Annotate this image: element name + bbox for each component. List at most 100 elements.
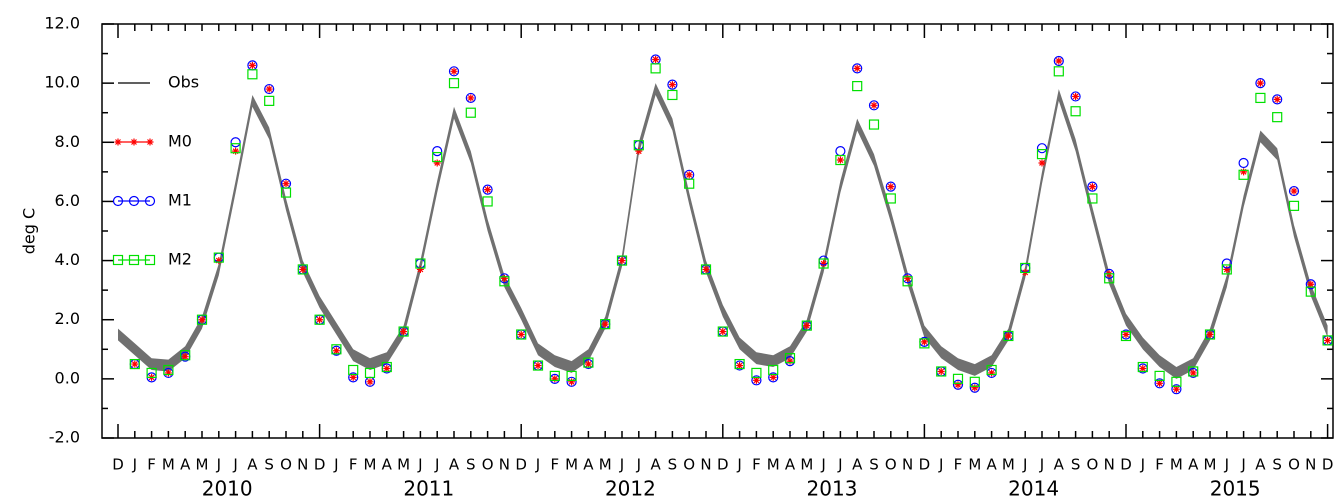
point xyxy=(433,159,441,167)
point xyxy=(232,147,240,155)
y-tick-label: 10.0 xyxy=(44,73,80,92)
point xyxy=(1272,94,1283,105)
point xyxy=(971,384,979,392)
point xyxy=(803,322,811,330)
point xyxy=(1223,265,1231,273)
point xyxy=(618,257,626,265)
x-tick-label: J xyxy=(1039,456,1044,474)
point xyxy=(1307,280,1315,288)
point xyxy=(264,83,275,95)
point xyxy=(667,79,678,90)
x-tick-label: O xyxy=(683,456,695,474)
x-tick-label: A xyxy=(449,456,460,474)
point xyxy=(885,181,896,192)
point xyxy=(801,320,812,331)
x-tick-label: J xyxy=(333,456,338,474)
point xyxy=(1020,262,1031,274)
x-tick-label: D xyxy=(1120,456,1132,474)
x-tick-label: M xyxy=(364,456,377,474)
point xyxy=(887,183,895,191)
point xyxy=(163,364,174,376)
legend-marker xyxy=(146,138,154,146)
legend-marker xyxy=(144,254,156,266)
year-label: 2014 xyxy=(1008,477,1059,501)
x-tick-label: J xyxy=(535,456,540,474)
point xyxy=(616,255,628,266)
point xyxy=(786,357,794,365)
point xyxy=(1072,92,1080,100)
point xyxy=(1137,361,1148,373)
point xyxy=(432,151,443,163)
point xyxy=(685,171,693,179)
point xyxy=(852,80,863,92)
point xyxy=(919,338,930,349)
point xyxy=(752,376,760,384)
point xyxy=(852,63,863,74)
point xyxy=(1087,181,1098,192)
point xyxy=(1070,91,1081,102)
point xyxy=(700,264,712,275)
point xyxy=(1324,336,1332,344)
point xyxy=(1206,331,1214,338)
point xyxy=(482,184,493,195)
legend-marker xyxy=(130,138,138,146)
point xyxy=(1055,57,1063,65)
point xyxy=(853,64,861,72)
point xyxy=(1189,369,1197,377)
x-tick-label: A xyxy=(382,456,393,474)
y-tick-label: 8.0 xyxy=(55,132,80,151)
point xyxy=(1204,329,1216,340)
point xyxy=(952,373,964,384)
point xyxy=(988,369,996,377)
point xyxy=(1255,92,1266,104)
point xyxy=(314,314,325,325)
x-tick-label: F xyxy=(147,456,156,474)
point xyxy=(280,187,292,198)
year-label: 2012 xyxy=(605,477,656,501)
x-tick-label: J xyxy=(132,456,137,474)
point xyxy=(398,326,409,337)
point xyxy=(1171,384,1182,395)
legend-marker xyxy=(112,254,124,266)
x-tick-label: D xyxy=(112,456,124,474)
point xyxy=(1238,169,1249,180)
x-tick-label: N xyxy=(1305,456,1316,474)
x-tick-label: J xyxy=(434,456,439,474)
point xyxy=(986,364,997,376)
point xyxy=(1290,187,1298,195)
point xyxy=(1322,335,1333,346)
point xyxy=(465,107,476,118)
point xyxy=(1088,183,1096,191)
point xyxy=(180,350,191,361)
year-label: 2015 xyxy=(1210,477,1261,501)
point xyxy=(1104,273,1115,284)
x-tick-label: A xyxy=(852,456,863,474)
point xyxy=(566,376,577,387)
point xyxy=(348,364,359,376)
point xyxy=(331,344,342,355)
point xyxy=(920,338,928,346)
x-tick-label: J xyxy=(1140,456,1145,474)
y-axis-label: deg C xyxy=(20,208,39,254)
x-tick-label: O xyxy=(1288,456,1300,474)
x-tick-label: D xyxy=(1322,456,1334,474)
x-tick-label: A xyxy=(180,456,191,474)
x-tick-label: N xyxy=(902,456,913,474)
point xyxy=(734,358,745,370)
point xyxy=(784,353,796,364)
point xyxy=(668,81,676,89)
point xyxy=(1053,55,1064,67)
point xyxy=(499,276,510,287)
x-tick-label: M xyxy=(1170,456,1183,474)
point xyxy=(1240,168,1248,176)
point xyxy=(264,95,275,106)
point xyxy=(1272,112,1283,123)
point xyxy=(1288,185,1300,197)
y-tick-label: -2.0 xyxy=(49,428,80,447)
x-tick-label: J xyxy=(820,456,825,474)
x-tick-label: M xyxy=(1002,456,1015,474)
x-tick-label: M xyxy=(968,456,981,474)
point xyxy=(348,372,359,383)
x-tick-label: S xyxy=(869,456,879,474)
